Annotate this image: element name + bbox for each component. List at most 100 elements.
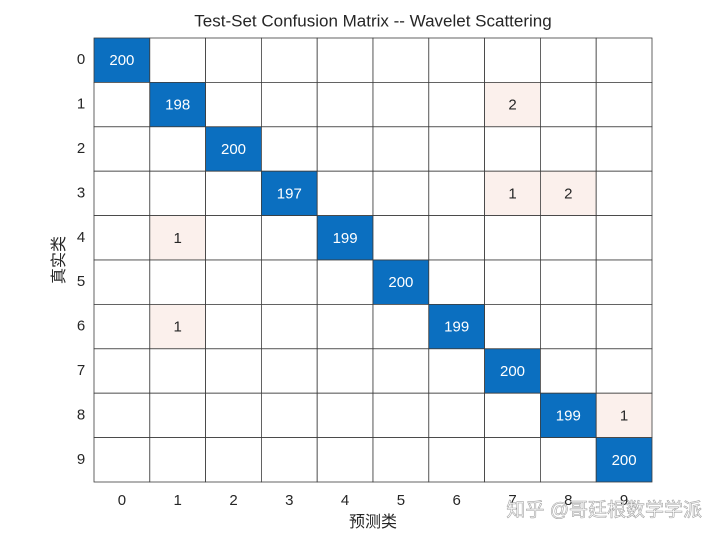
cell xyxy=(428,392,485,439)
cell-label: 198 xyxy=(165,97,190,114)
cell xyxy=(93,215,151,261)
cell xyxy=(540,215,597,261)
y-tick-label: 2 xyxy=(77,140,85,157)
cell xyxy=(205,348,262,394)
cell xyxy=(316,170,374,216)
cell xyxy=(93,170,151,216)
cell xyxy=(93,303,151,350)
cell xyxy=(372,170,430,216)
cell xyxy=(316,303,374,350)
cell xyxy=(260,348,318,394)
y-tick-label: 7 xyxy=(77,362,85,379)
cell xyxy=(316,37,374,83)
cell xyxy=(372,259,430,305)
cell xyxy=(540,259,597,305)
cell xyxy=(205,303,262,350)
cell xyxy=(93,259,151,305)
cell xyxy=(372,348,430,394)
cell-label: 2 xyxy=(564,185,572,202)
cell xyxy=(149,259,207,305)
cell xyxy=(428,215,485,261)
cell xyxy=(595,126,653,172)
cell xyxy=(595,82,653,128)
cell xyxy=(316,259,374,305)
cell xyxy=(149,437,207,483)
cell xyxy=(372,392,430,439)
cell xyxy=(93,82,151,128)
cell xyxy=(428,259,485,305)
y-tick-label: 4 xyxy=(77,229,85,246)
cell xyxy=(540,82,597,128)
cell xyxy=(316,437,374,483)
cell xyxy=(372,37,430,83)
cell xyxy=(316,126,374,172)
cell xyxy=(205,82,262,128)
cell xyxy=(149,37,207,83)
y-tick-label: 9 xyxy=(77,451,85,468)
cell xyxy=(372,437,430,483)
cell xyxy=(372,215,430,261)
cell-label: 1 xyxy=(508,185,516,202)
y-tick-label: 3 xyxy=(77,184,85,201)
cell xyxy=(205,170,262,216)
cell xyxy=(595,348,653,394)
cell xyxy=(484,259,541,305)
cell xyxy=(260,259,318,305)
x-tick-label: 5 xyxy=(397,492,405,509)
cell xyxy=(595,303,653,350)
cell xyxy=(484,215,541,261)
cell xyxy=(428,126,485,172)
cell xyxy=(93,392,151,439)
cell-label: 199 xyxy=(333,230,358,247)
x-tick-label: 0 xyxy=(118,492,126,509)
cell xyxy=(540,348,597,394)
cell-label: 1 xyxy=(174,230,182,247)
x-axis-label: 预测类 xyxy=(349,513,397,531)
chart-title: Test-Set Confusion Matrix -- Wavelet Sca… xyxy=(194,11,551,30)
cell xyxy=(484,303,541,350)
cell xyxy=(540,37,597,83)
y-tick-label: 1 xyxy=(77,96,85,113)
cell xyxy=(428,82,485,128)
cell xyxy=(428,348,485,394)
cell xyxy=(484,437,541,483)
cell xyxy=(372,303,430,350)
cell xyxy=(595,170,653,216)
cell xyxy=(540,303,597,350)
cell-label: 200 xyxy=(500,363,525,380)
cell xyxy=(428,437,485,483)
cell xyxy=(316,392,374,439)
cell-label: 197 xyxy=(277,185,302,202)
cell xyxy=(316,348,374,394)
cell xyxy=(205,437,262,483)
cell xyxy=(595,259,653,305)
cell-label: 2 xyxy=(508,97,516,114)
cell xyxy=(540,392,597,439)
watermark: 知乎 @哥廷根数学学派 xyxy=(506,499,702,521)
x-tick-label: 7 xyxy=(508,492,516,509)
cell xyxy=(149,170,207,216)
cell xyxy=(428,170,485,216)
cell xyxy=(316,82,374,128)
cell xyxy=(428,303,485,350)
cell-label: 200 xyxy=(109,52,134,69)
cell xyxy=(595,37,653,83)
y-tick-label: 5 xyxy=(77,273,85,290)
cell-label: 200 xyxy=(612,452,637,469)
cell xyxy=(540,126,597,172)
y-axis-label: 真实类 xyxy=(50,236,68,284)
cell xyxy=(260,392,318,439)
cell xyxy=(205,215,262,261)
y-tick-label: 8 xyxy=(77,406,85,423)
x-tick-label: 1 xyxy=(174,492,182,509)
cell-label: 1 xyxy=(620,407,628,424)
cell-label: 199 xyxy=(556,407,581,424)
x-tick-label: 2 xyxy=(229,492,237,509)
cell xyxy=(260,215,318,261)
cell xyxy=(260,126,318,172)
cell-label: 199 xyxy=(444,319,469,336)
x-tick-label: 4 xyxy=(341,492,349,509)
cell xyxy=(93,437,151,483)
cell xyxy=(260,303,318,350)
